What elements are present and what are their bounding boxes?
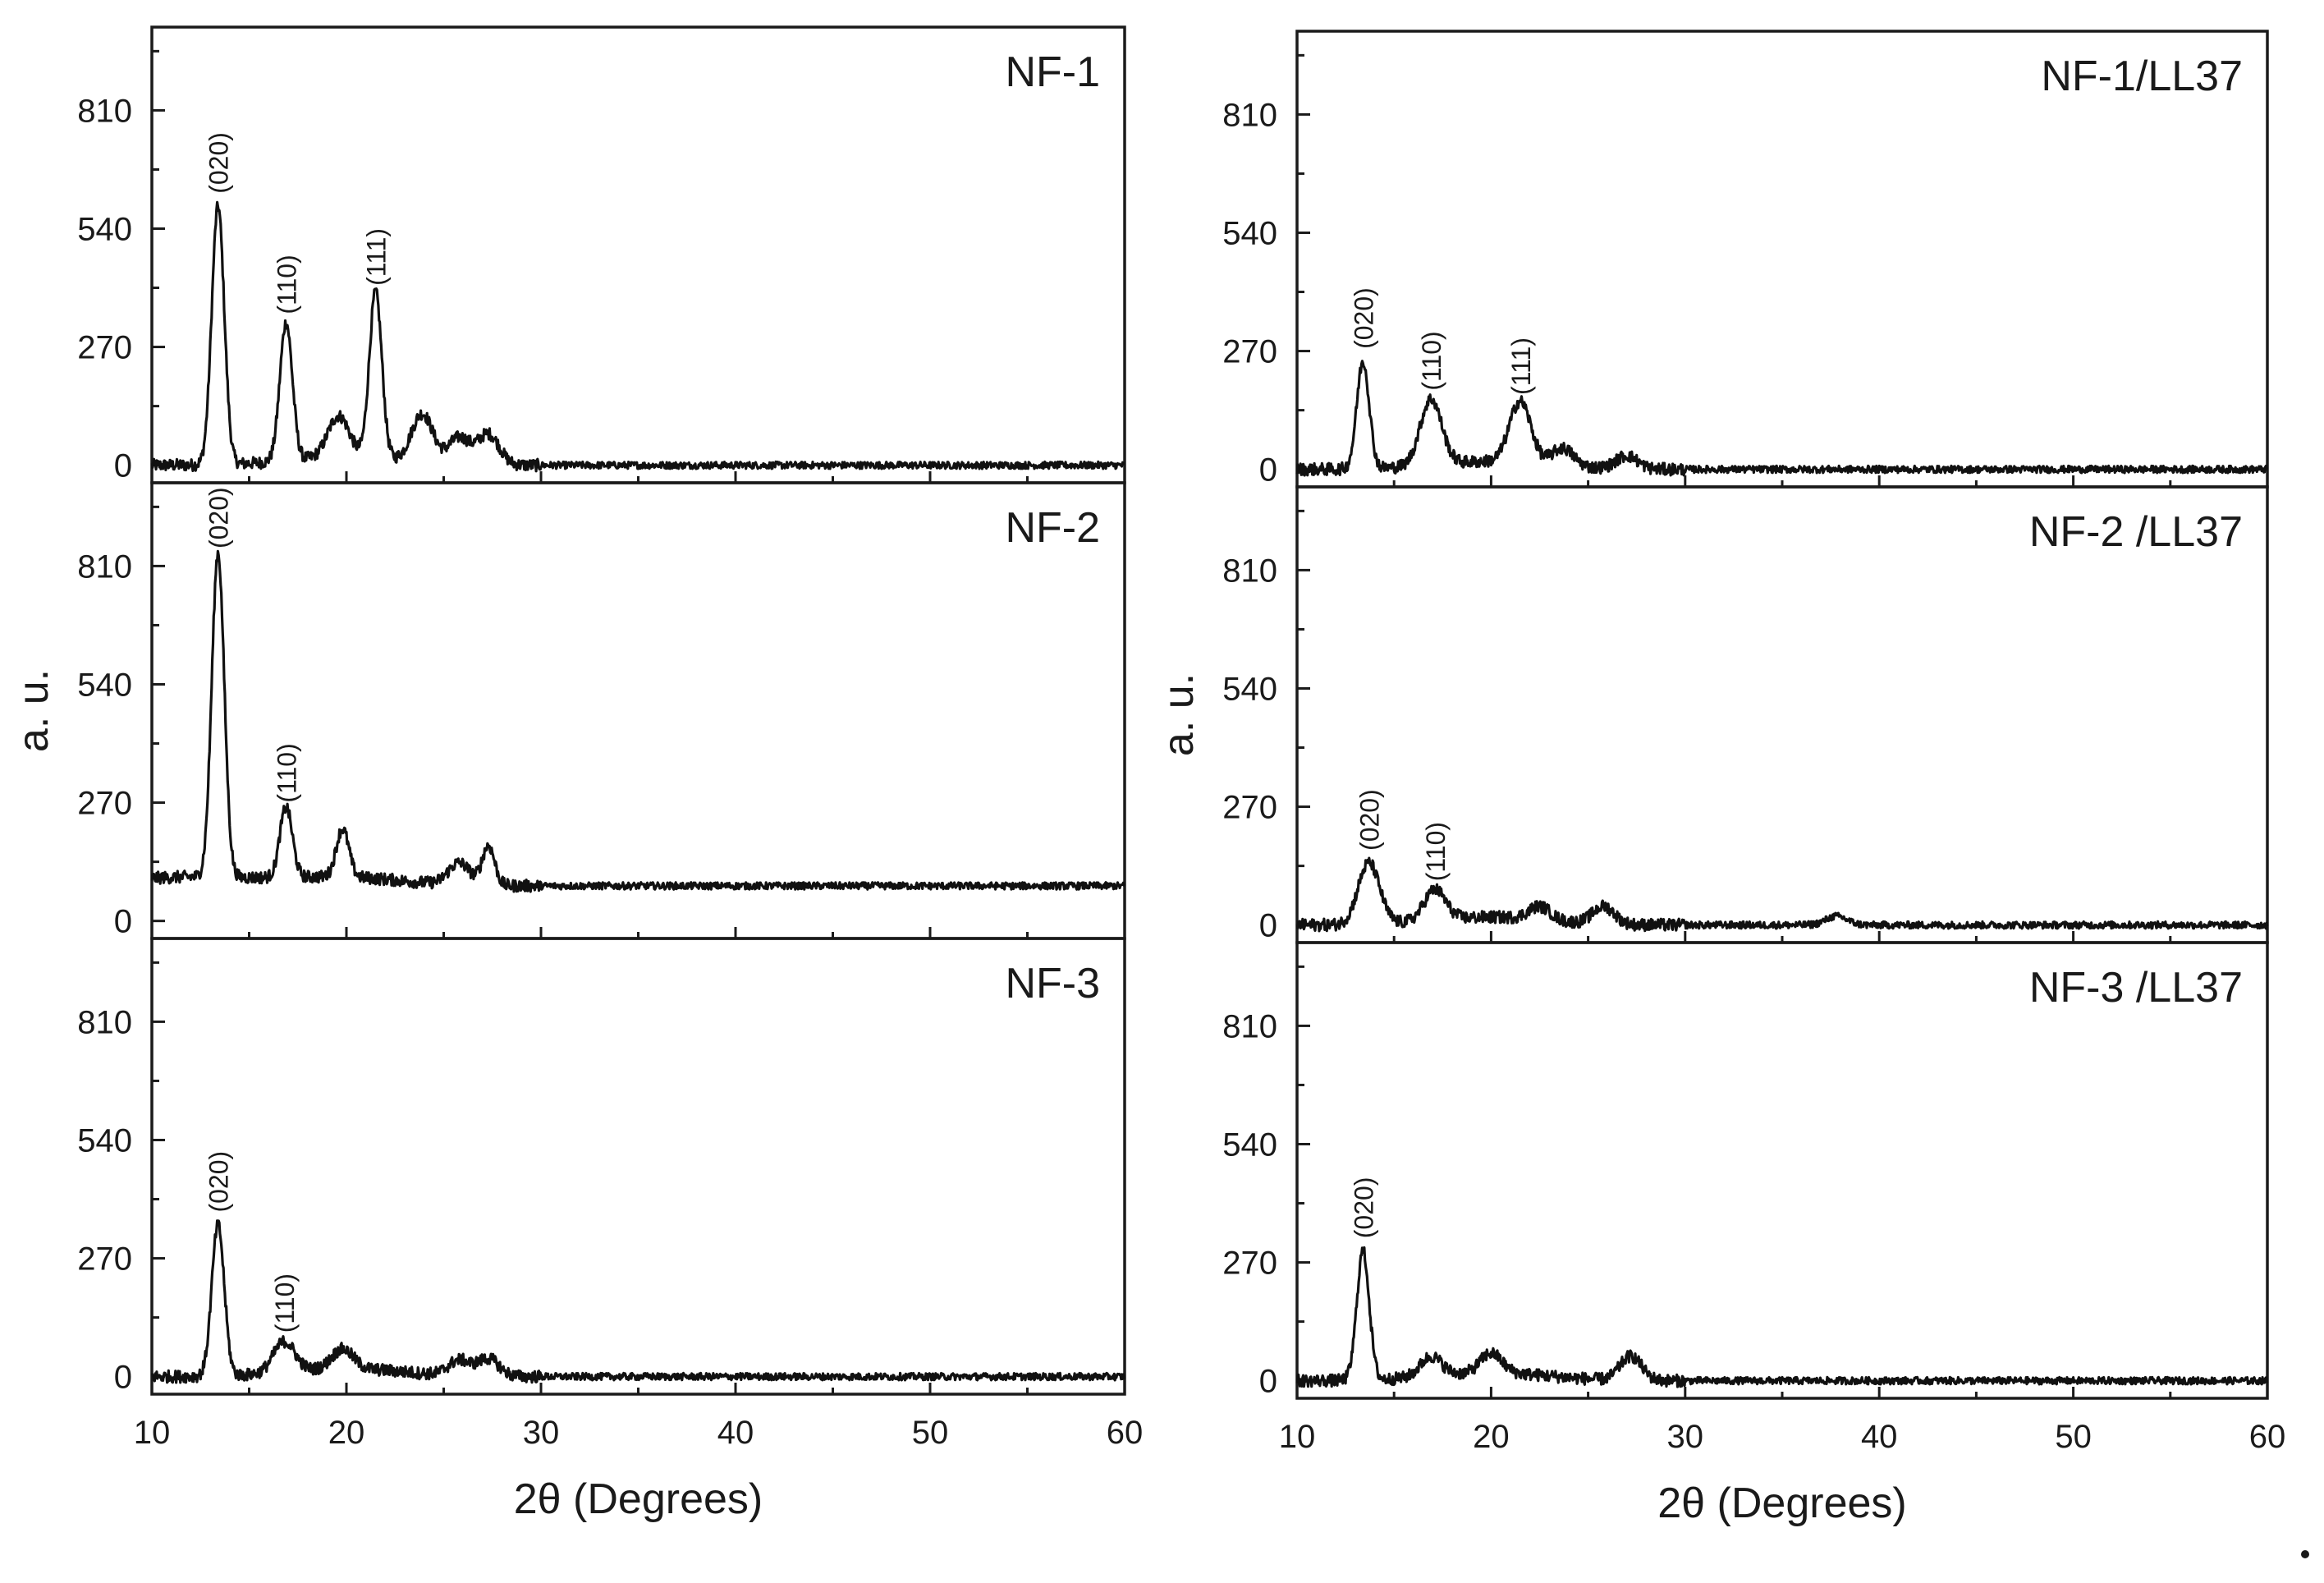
x-tick-label: 50 bbox=[2055, 1419, 2092, 1455]
panel-label: NF-3 bbox=[1005, 960, 1100, 1007]
x-tick-label: 50 bbox=[912, 1415, 949, 1451]
y-tick-label: 540 bbox=[1222, 215, 1277, 251]
series-trace bbox=[150, 200, 1125, 473]
series-trace bbox=[151, 1219, 1126, 1384]
peak-label: (110) bbox=[273, 255, 302, 314]
peak-label: (110) bbox=[1421, 822, 1451, 881]
y-tick-label: 540 bbox=[1222, 671, 1277, 707]
panel-label: NF-2 /LL37 bbox=[2029, 508, 2243, 556]
series-trace bbox=[1295, 856, 2269, 933]
x-tick-label: 20 bbox=[1473, 1419, 1510, 1455]
y-tick-label: 270 bbox=[77, 1241, 132, 1278]
peak-label: (020) bbox=[1349, 1177, 1378, 1239]
y-tick-label: 810 bbox=[77, 548, 132, 585]
panel-label: NF-1/LL37 bbox=[2041, 53, 2243, 100]
y-tick-label: 0 bbox=[114, 448, 132, 484]
x-tick-label: 40 bbox=[1861, 1419, 1898, 1455]
y-tick-label: 270 bbox=[1222, 1246, 1277, 1282]
peak-label: (020) bbox=[204, 1151, 234, 1213]
y-tick-label: 810 bbox=[77, 1004, 132, 1040]
chart-root: 0 270 540 810 NF-1 (020) (110) (111) 0 270 540 810 N… bbox=[10, 25, 2286, 1527]
y-tick-label: 810 bbox=[77, 93, 132, 129]
y-tick-label: 0 bbox=[1259, 908, 1277, 944]
y-tick-label: 540 bbox=[77, 211, 132, 247]
x-tick-label: 30 bbox=[1667, 1419, 1704, 1455]
y-tick-label: 540 bbox=[77, 1122, 132, 1159]
y-tick-label: 0 bbox=[1259, 1364, 1277, 1400]
y-tick-label: 270 bbox=[77, 330, 132, 366]
y-tick-label: 270 bbox=[77, 786, 132, 822]
x-tick-label: 10 bbox=[134, 1415, 171, 1451]
x-tick-label: 10 bbox=[1279, 1419, 1316, 1455]
x-tick-label: 30 bbox=[523, 1415, 560, 1451]
peak-label: (111) bbox=[362, 228, 392, 286]
y-tick-label: 270 bbox=[1222, 334, 1277, 370]
panel-1-0: 0 270 540 810 NF-1/LL37 (020) (110) (111) bbox=[1222, 30, 2269, 489]
y-tick-label: 540 bbox=[1222, 1126, 1277, 1163]
peak-label: (020) bbox=[204, 487, 234, 548]
panel-0-1: 0 270 540 810 NF-2 (020) (110) bbox=[77, 481, 1126, 940]
y-tick-label: 810 bbox=[1222, 1008, 1277, 1044]
panel-label: NF-1 bbox=[1005, 48, 1100, 96]
series-trace bbox=[1295, 360, 2269, 477]
x-axis-title: 2θ (Degrees) bbox=[1657, 1480, 1906, 1527]
x-tick-label: 60 bbox=[1107, 1415, 1144, 1451]
y-tick-label: 270 bbox=[1222, 790, 1277, 826]
series-trace bbox=[1295, 1246, 2269, 1388]
panel-0-0: 0 270 540 810 NF-1 (020) (110) (111) bbox=[77, 25, 1126, 484]
peak-label: (111) bbox=[1506, 337, 1536, 395]
y-axis-title: a. u. bbox=[10, 669, 57, 752]
y-tick-label: 810 bbox=[1222, 97, 1277, 133]
x-tick-label: 40 bbox=[717, 1415, 754, 1451]
peak-label: (020) bbox=[1349, 287, 1378, 349]
peak-label: (110) bbox=[273, 743, 302, 802]
peak-label: (020) bbox=[1355, 789, 1384, 851]
y-tick-label: 810 bbox=[1222, 553, 1277, 589]
panel-1-1: 0 270 540 810 NF-2 /LL37 (020) (110) bbox=[1222, 485, 2269, 944]
series-trace bbox=[150, 549, 1126, 893]
peak-label: (020) bbox=[204, 132, 234, 194]
panel-label: NF-2 bbox=[1005, 504, 1100, 552]
y-tick-label: 540 bbox=[77, 667, 132, 703]
x-tick-label: 20 bbox=[328, 1415, 365, 1451]
peak-label: (110) bbox=[1417, 331, 1446, 390]
panel-1-2: 0 270 540 810 NF-3 /LL37 (020) bbox=[1222, 941, 2269, 1400]
trailing-dot bbox=[2301, 1550, 2309, 1558]
peak-label: (110) bbox=[270, 1273, 300, 1333]
y-tick-label: 0 bbox=[114, 1360, 132, 1396]
y-tick-label: 0 bbox=[1259, 452, 1277, 489]
y-tick-label: 0 bbox=[114, 904, 132, 940]
panel-0-2: 0 270 540 810 NF-3 (020) (110) bbox=[77, 937, 1126, 1396]
panel-label: NF-3 /LL37 bbox=[2029, 964, 2243, 1012]
x-axis-title: 2θ (Degrees) bbox=[514, 1475, 763, 1523]
x-tick-label: 60 bbox=[2249, 1419, 2286, 1455]
y-axis-title: a. u. bbox=[1155, 673, 1203, 756]
